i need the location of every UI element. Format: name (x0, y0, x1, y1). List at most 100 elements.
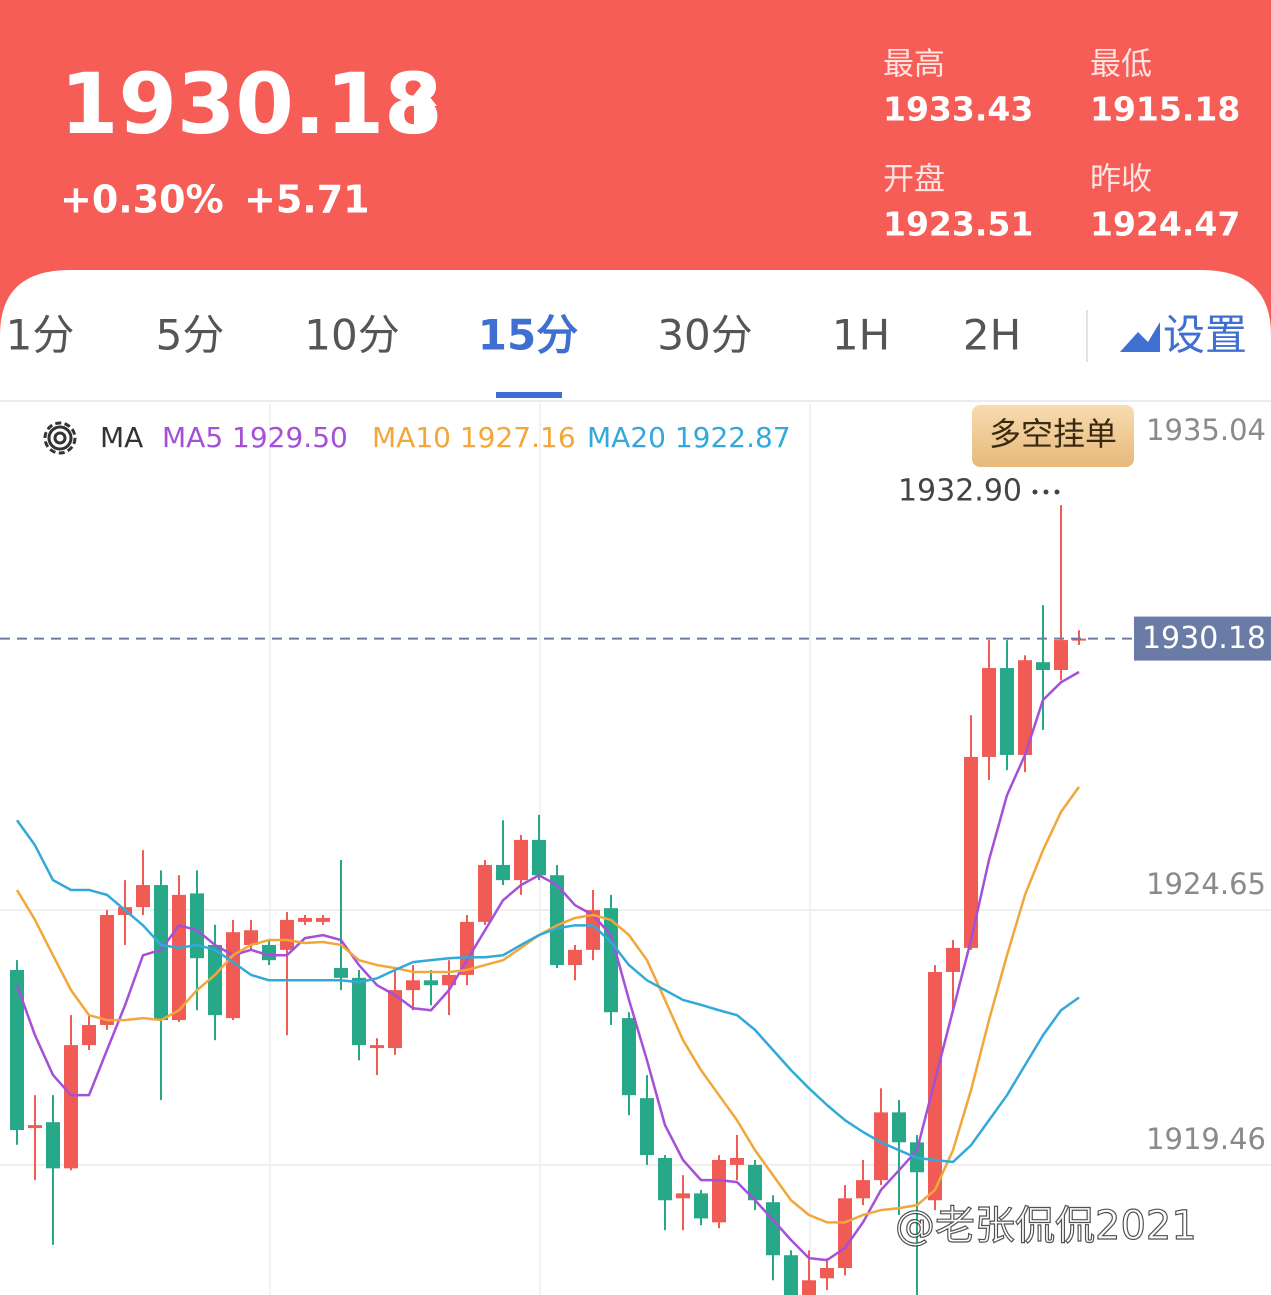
candle-body (280, 919, 294, 950)
candle-body (532, 839, 546, 876)
candle-body (730, 1158, 744, 1165)
y-tick-label: 1919.46 (1146, 1122, 1266, 1156)
legend-name: MA10 (372, 421, 451, 454)
tabs: 1分 5分 10分 15分 30分 1H 2H (6, 311, 1022, 360)
candle-body (172, 894, 186, 1021)
watermark: @老张侃侃2021 (895, 1203, 1197, 1249)
candle-body (28, 1125, 42, 1129)
stat-value: 1923.51 (883, 205, 1033, 244)
tab[interactable]: 5分 (156, 311, 225, 360)
settings-icon[interactable] (1120, 322, 1160, 352)
up-arrow (405, 86, 437, 124)
candle-body (856, 1180, 870, 1199)
indicator: MA (100, 421, 143, 454)
legend-value: 1929.50 (232, 421, 348, 454)
candle-body (298, 917, 312, 922)
candle-body (892, 1112, 906, 1143)
candle-body (838, 1198, 852, 1268)
legend-entry: MA5 1929.50 (162, 421, 348, 454)
stat-value: 1933.43 (883, 90, 1033, 129)
candle-body (1018, 660, 1032, 755)
legend-name: MA20 (587, 421, 666, 454)
tab-underline (496, 392, 562, 398)
candle-body (370, 1045, 384, 1049)
candle-body (424, 980, 438, 986)
candle-body (82, 1024, 96, 1046)
candle-body (352, 977, 366, 1046)
candle-body (568, 949, 582, 966)
stats: 最高 1933.43 最低 1915.18 开盘 1923.51 昨收 1924.47 (883, 47, 1240, 244)
dot (1032, 489, 1038, 495)
tab[interactable]: 15分 (478, 311, 578, 360)
stat-label: 开盘 (883, 162, 945, 198)
order-button[interactable] (972, 405, 1134, 467)
candle-body (406, 980, 420, 991)
stat-label: 最低 (1090, 47, 1152, 83)
candle-body (694, 1193, 708, 1219)
candle-body (712, 1159, 726, 1223)
gear-icon[interactable] (43, 421, 77, 455)
panel (0, 270, 1271, 1295)
y-tick-label: 1924.65 (1146, 867, 1266, 901)
legend-entry: MA20 1922.87 (587, 421, 791, 454)
tab[interactable]: 10分 (304, 311, 399, 360)
candle-body (244, 930, 258, 945)
candle-body (460, 921, 474, 975)
legend-value: 1922.87 (675, 421, 791, 454)
legend-name: MA5 (162, 421, 223, 454)
candle-body (208, 944, 222, 1016)
change: +5.71 (244, 178, 370, 222)
legend-entry: MA10 1927.16 (372, 421, 576, 454)
candle-body (478, 864, 492, 922)
candle-body (622, 1018, 636, 1096)
last-price-label: 1930.18 (1142, 621, 1266, 656)
candle-body (316, 917, 330, 922)
candle-body (100, 915, 114, 1025)
candle-body (154, 885, 168, 1021)
candle-body (1000, 668, 1014, 755)
candle-body (676, 1193, 690, 1199)
candle-body (226, 932, 240, 1019)
last-price-tag (1134, 616, 1271, 661)
candle-body (46, 1122, 60, 1169)
candle-body (748, 1164, 762, 1201)
candle-body (874, 1112, 888, 1181)
candle-body (136, 885, 150, 908)
order-button-label[interactable]: 多空挂单 (989, 415, 1117, 453)
dot (1043, 489, 1049, 495)
legend: MA5 1929.50 MA10 1927.16 MA20 1922.87 (162, 421, 791, 454)
tab[interactable]: 1H (832, 311, 890, 360)
price: 1930.18 (60, 55, 443, 153)
candle-body (1036, 662, 1050, 671)
candle-body (514, 839, 528, 881)
ma-line (15, 819, 1080, 1164)
candle-body (334, 968, 348, 978)
stat-value: 1924.47 (1090, 205, 1240, 244)
candle-body (550, 875, 564, 966)
stat-value: 1915.18 (1090, 90, 1240, 129)
candle-body (946, 947, 960, 972)
candle-body (496, 864, 510, 881)
candle-body (10, 969, 24, 1131)
candle-body (928, 971, 942, 1201)
candle-body (982, 668, 996, 757)
high-marker-label: 1932.90 (898, 474, 1022, 509)
plot (0, 505, 1271, 1295)
ma-line (15, 786, 1081, 1224)
settings[interactable]: 设置 (1163, 311, 1247, 360)
candle-body (640, 1098, 654, 1156)
tab[interactable]: 1分 (6, 311, 75, 360)
candle-body (784, 1255, 798, 1295)
candle-body (388, 990, 402, 1049)
candle-body (802, 1280, 816, 1295)
candle-body (442, 974, 456, 986)
candle-body (64, 1045, 78, 1169)
ma-line (15, 670, 1080, 1262)
candle-body (658, 1158, 672, 1201)
candle-body (964, 756, 978, 948)
candle-body (766, 1202, 780, 1256)
dot (1054, 489, 1060, 495)
tab[interactable]: 30分 (657, 311, 752, 360)
tab[interactable]: 2H (963, 311, 1021, 360)
